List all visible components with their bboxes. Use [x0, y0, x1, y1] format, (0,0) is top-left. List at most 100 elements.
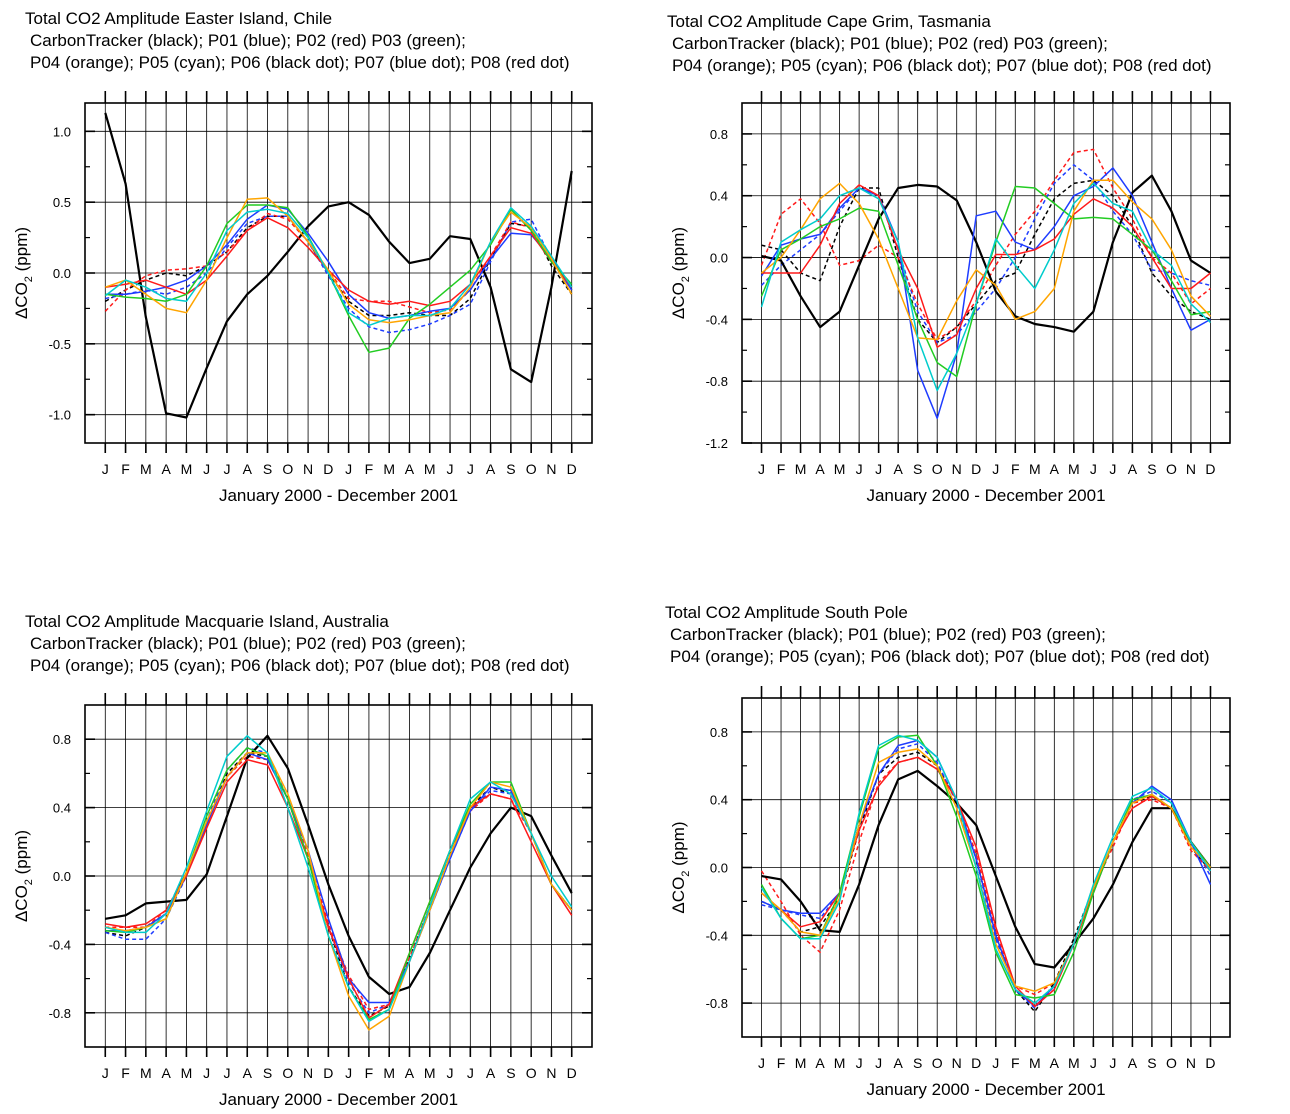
x-tick-label: M [834, 1055, 846, 1071]
x-tick-label: A [243, 461, 253, 477]
x-tick-label: A [243, 1065, 253, 1081]
x-tick-label: M [424, 1065, 436, 1081]
y-axis-label-subscript: 2 [680, 871, 692, 877]
x-tick-label: F [121, 1065, 130, 1081]
x-axis-label: January 2000 - December 2001 [866, 486, 1105, 505]
x-tick-label: S [913, 461, 922, 477]
y-tick-label: -0.4 [49, 937, 71, 952]
y-tick-label: -1.2 [706, 436, 728, 451]
x-tick-label: J [1109, 461, 1116, 477]
y-tick-label: 0.4 [710, 793, 728, 808]
series-line-p07-dot [761, 743, 1212, 1009]
x-tick-label: N [303, 461, 313, 477]
x-tick-label: J [758, 1055, 765, 1071]
x-tick-label: A [486, 1065, 496, 1081]
chart-subtitle-line: P04 (orange); P05 (cyan); P06 (black dot… [30, 656, 570, 675]
x-tick-label: M [795, 1055, 807, 1071]
x-tick-label: J [447, 1065, 454, 1081]
x-tick-label: M [181, 1065, 193, 1081]
chart-subtitle-line: P04 (orange); P05 (cyan); P06 (black dot… [30, 53, 570, 72]
y-tick-label: -0.4 [706, 312, 728, 327]
y-axis-label-subscript: 2 [23, 276, 35, 282]
x-tick-label: N [952, 461, 962, 477]
x-tick-label: F [1011, 461, 1020, 477]
x-tick-label: J [223, 1065, 230, 1081]
y-axis-label-main: ΔCO [12, 282, 31, 319]
x-tick-label: O [932, 461, 943, 477]
series-line-p04 [105, 197, 573, 324]
y-axis-label-unit: (ppm) [669, 227, 688, 276]
chart-subtitle-line: CarbonTracker (black); P01 (blue); P02 (… [670, 625, 1106, 644]
x-tick-label: F [1011, 1055, 1020, 1071]
x-tick-label: S [263, 1065, 272, 1081]
y-tick-label: 0.5 [53, 195, 71, 210]
x-tick-label: A [405, 1065, 415, 1081]
x-tick-label: O [932, 1055, 943, 1071]
x-tick-label: J [467, 461, 474, 477]
series-line-p06-dot [104, 215, 573, 317]
chart-subtitle-line: P04 (orange); P05 (cyan); P06 (black dot… [672, 56, 1212, 75]
chart-title: Total CO2 Amplitude South Pole [665, 603, 908, 622]
series-line-p06-dot [761, 179, 1211, 344]
series-line-p07-dot [105, 215, 573, 334]
x-tick-label: N [952, 1055, 962, 1071]
y-tick-label: -0.8 [706, 374, 728, 389]
x-tick-label: M [834, 461, 846, 477]
x-tick-label: M [383, 1065, 395, 1081]
series-line-p03 [760, 734, 1212, 999]
series-line-p08-dot [760, 756, 1212, 996]
series-line-carbontracker [761, 174, 1212, 333]
x-tick-label: M [1068, 461, 1080, 477]
x-tick-label: N [1186, 461, 1196, 477]
x-tick-label: J [203, 461, 210, 477]
y-tick-label: 0.8 [53, 732, 71, 747]
y-axis-label-subscript: 2 [680, 276, 692, 282]
series-line-carbontracker [761, 769, 1212, 969]
x-tick-label: D [323, 461, 333, 477]
x-tick-label: N [546, 461, 556, 477]
x-tick-label: A [815, 461, 825, 477]
y-axis-label: ΔCO2 (ppm) [669, 227, 692, 319]
x-tick-label: J [345, 1065, 352, 1081]
y-tick-label: 0.0 [710, 861, 728, 876]
x-tick-label: A [1050, 1055, 1060, 1071]
series-line-p04 [761, 748, 1212, 992]
x-tick-label: S [913, 1055, 922, 1071]
y-tick-label: 0.0 [710, 251, 728, 266]
x-tick-label: A [815, 1055, 825, 1071]
x-tick-label: N [303, 1065, 313, 1081]
y-tick-label: -0.8 [706, 996, 728, 1011]
x-tick-label: O [1166, 1055, 1177, 1071]
x-tick-label: F [777, 461, 786, 477]
x-tick-label: S [506, 1065, 515, 1081]
x-tick-label: J [467, 1065, 474, 1081]
x-tick-label: D [1205, 461, 1215, 477]
x-tick-label: A [486, 461, 496, 477]
series-line-p05 [104, 207, 573, 327]
y-tick-label: 0.8 [710, 725, 728, 740]
x-tick-label: J [223, 461, 230, 477]
x-tick-label: S [506, 461, 515, 477]
series-line-p04 [105, 752, 573, 1031]
x-tick-label: D [567, 461, 577, 477]
x-tick-label: S [1147, 461, 1156, 477]
series-line-p01 [761, 739, 1212, 1008]
y-axis-label-main: ΔCO [12, 885, 31, 922]
x-tick-label: J [1090, 461, 1097, 477]
series-line-p08-dot [760, 148, 1211, 341]
panel-cape-grim: Total CO2 Amplitude Cape Grim, Tasmania C… [667, 12, 1231, 505]
x-tick-label: J [856, 461, 863, 477]
x-tick-label: S [263, 461, 272, 477]
x-tick-label: J [856, 1055, 863, 1071]
y-tick-label: 1.0 [53, 124, 71, 139]
chart-title: Total CO2 Amplitude Macquarie Island, Au… [25, 612, 389, 631]
series-line-p08-dot [105, 755, 573, 1011]
x-tick-label: J [102, 1065, 109, 1081]
y-tick-label: -0.4 [706, 928, 728, 943]
x-tick-label: N [1186, 1055, 1196, 1071]
series-line-p01 [105, 204, 573, 320]
x-tick-label: J [875, 1055, 882, 1071]
series-line-p05 [760, 734, 1212, 1004]
x-tick-label: J [203, 1065, 210, 1081]
chart-subtitle-line: CarbonTracker (black); P01 (blue); P02 (… [30, 31, 466, 50]
